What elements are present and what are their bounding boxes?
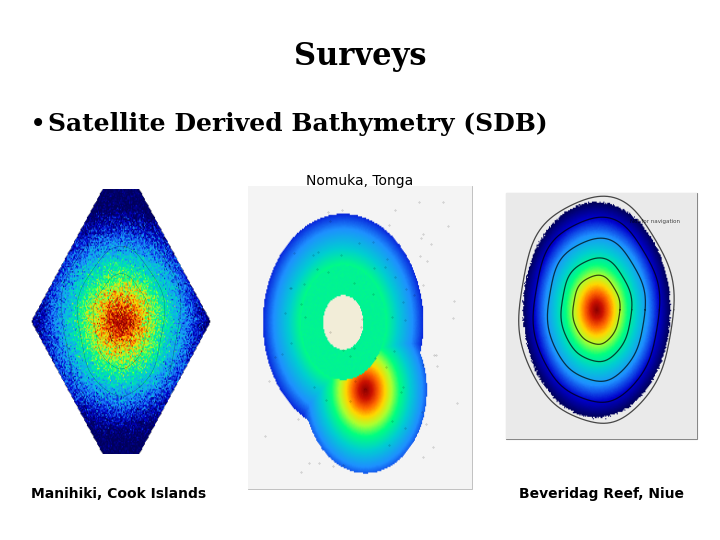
Text: Satellite Derived Bathymetry (SDB): Satellite Derived Bathymetry (SDB) (48, 112, 548, 136)
Text: Surveys: Surveys (294, 41, 426, 72)
Text: Nomuka, Tonga: Nomuka, Tonga (307, 174, 413, 188)
Text: Not for navigation: Not for navigation (629, 219, 680, 224)
FancyBboxPatch shape (248, 186, 472, 489)
Text: Manihiki, Cook Islands: Manihiki, Cook Islands (31, 487, 207, 501)
FancyBboxPatch shape (505, 193, 696, 438)
Text: Beveridag Reef, Niue: Beveridag Reef, Niue (518, 487, 684, 501)
Text: •: • (30, 110, 47, 138)
